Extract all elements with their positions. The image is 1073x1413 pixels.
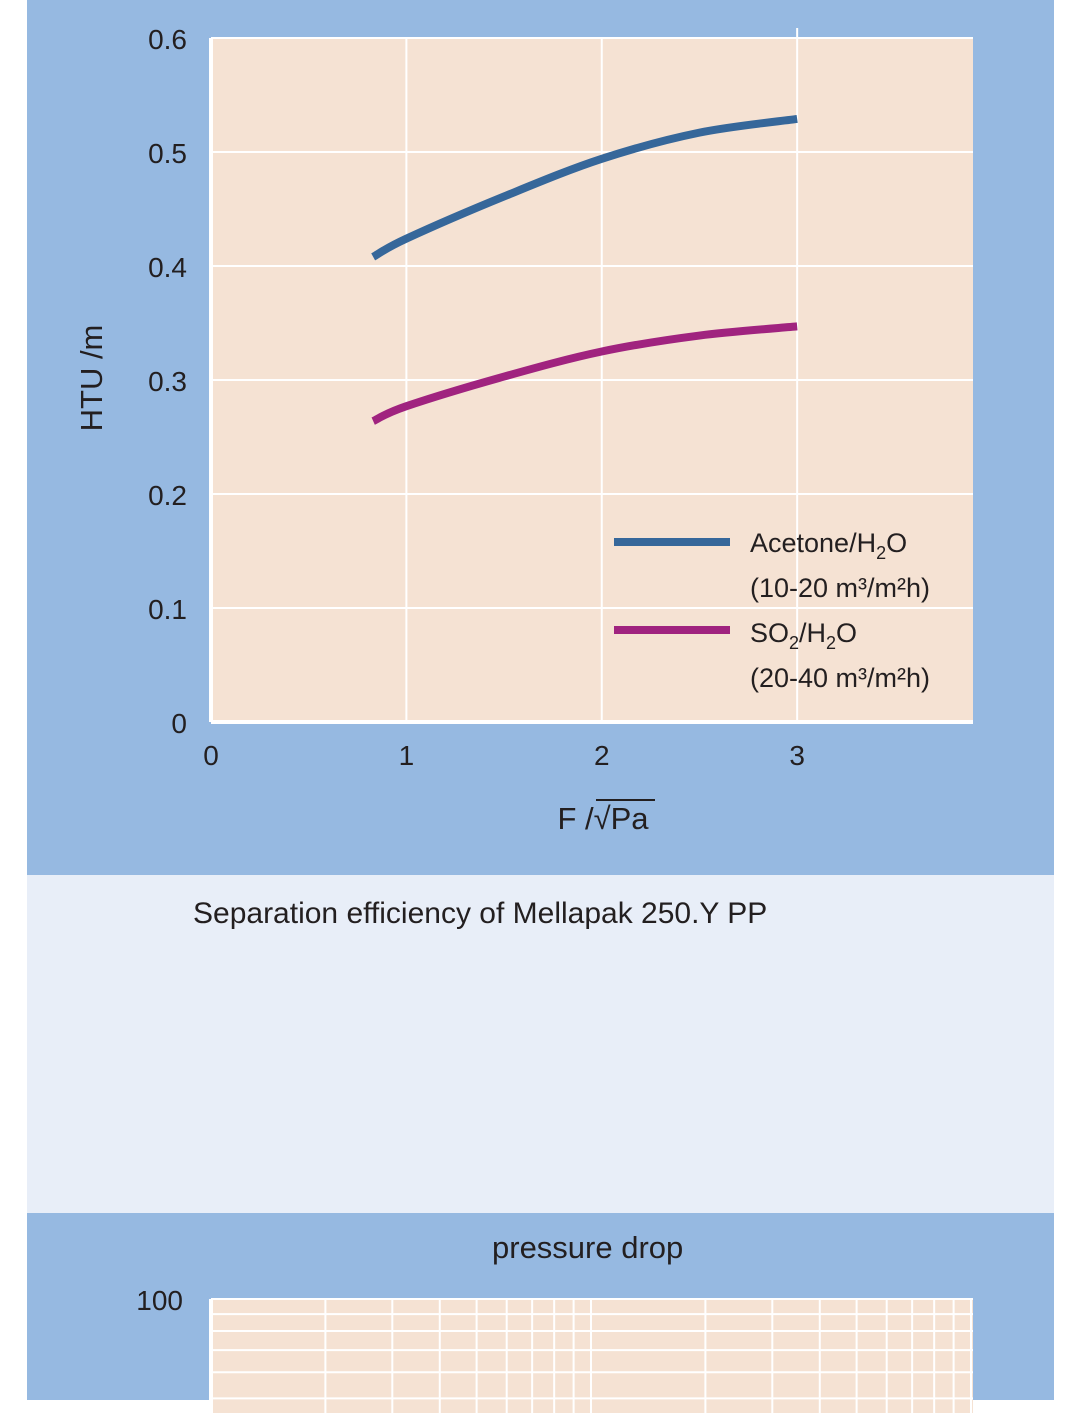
htu-chart: 0 0.1 0.2 0.3 0.4 0.5 0.6 0 1 2 3 HTU /m F /√Pa A… <box>74 24 973 836</box>
y-tick-label: 0.5 <box>148 138 187 169</box>
pressure-drop-chart: 100 <box>136 1285 973 1413</box>
legend-condition-acetone: (10-20 m³/m²h) <box>750 573 930 603</box>
legend: Acetone/H2O (10-20 m³/m²h) SO2/H2O (20-4… <box>614 528 930 693</box>
x-axis-label: F /√Pa <box>557 801 649 836</box>
x-tick-label: 0 <box>203 740 219 771</box>
series-line-0 <box>371 114 798 261</box>
caption-panel <box>27 875 1054 1213</box>
x-tick-label: 1 <box>399 740 415 771</box>
x-tick-labels: 0 1 2 3 <box>203 740 805 771</box>
grid-lines <box>209 28 973 724</box>
legend-label-so2: SO2/H2O <box>750 618 857 653</box>
y-axis-label: HTU /m <box>74 325 109 432</box>
series-lines <box>371 114 798 425</box>
chart-caption: Separation efficiency of Mellapak 250.Y … <box>193 897 768 930</box>
x-tick-label: 3 <box>789 740 805 771</box>
x-tick-label: 2 <box>594 740 610 771</box>
y-tick-label: 0.3 <box>148 366 187 397</box>
pd-y-tick-100: 100 <box>136 1285 183 1316</box>
pd-grid-lines <box>209 1298 973 1413</box>
legend-label-acetone: Acetone/H2O <box>750 528 907 563</box>
y-tick-label: 0.4 <box>148 252 187 283</box>
y-tick-label: 0 <box>171 708 187 739</box>
y-tick-label: 0.6 <box>148 24 187 55</box>
legend-condition-so2: (20-40 m³/m²h) <box>750 663 930 693</box>
series-line-1 <box>371 322 798 425</box>
y-tick-label: 0.2 <box>148 480 187 511</box>
y-tick-label: 0.1 <box>148 594 187 625</box>
y-tick-labels: 0 0.1 0.2 0.3 0.4 0.5 0.6 <box>148 24 187 739</box>
pressure-drop-title: pressure drop <box>492 1230 684 1265</box>
